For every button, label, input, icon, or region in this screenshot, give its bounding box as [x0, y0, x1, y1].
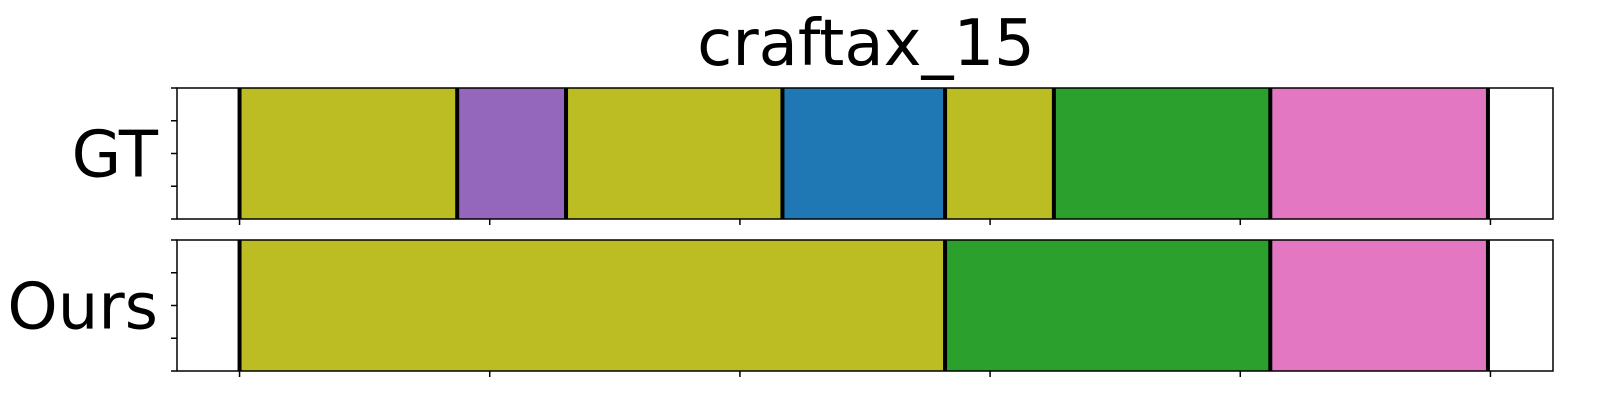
segment-bar — [945, 240, 1271, 371]
row-ours: Ours — [7, 239, 1554, 377]
rows-group: GT Ours — [7, 87, 1554, 377]
segment-bar — [945, 88, 1054, 219]
segment-bar — [782, 88, 946, 219]
row-label: GT — [72, 119, 159, 193]
segment-bar — [457, 88, 567, 219]
segment-bar — [566, 88, 783, 219]
row-label: Ours — [7, 271, 158, 345]
segment-bar — [239, 240, 946, 371]
chart-title: craftax_15 — [697, 7, 1035, 81]
segment-bar — [239, 88, 458, 219]
segment-bar — [1270, 88, 1488, 219]
segment-bar — [1053, 88, 1271, 219]
segment-bar — [1270, 240, 1488, 371]
row-gt: GT — [72, 87, 1554, 225]
